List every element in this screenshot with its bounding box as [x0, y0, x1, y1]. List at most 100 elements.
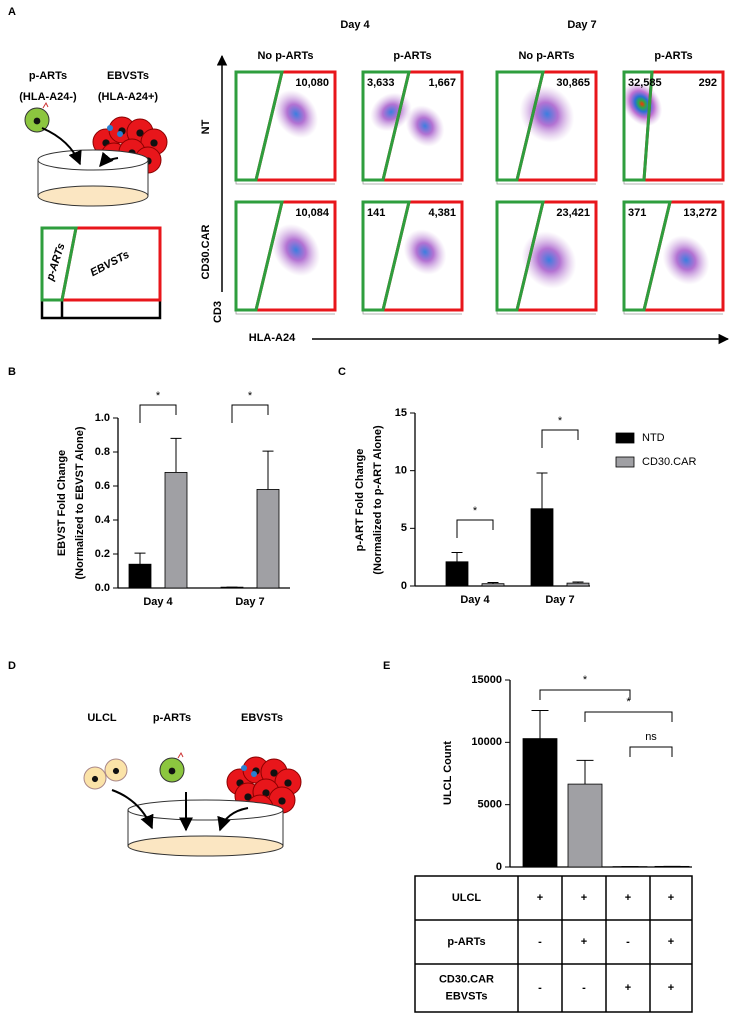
y-tick-label: 0.6 — [95, 480, 110, 492]
table-cell: + — [668, 982, 674, 994]
gate-count: 10,084 — [295, 207, 330, 219]
axis-label: CD3 — [212, 301, 224, 323]
bar — [530, 508, 554, 587]
gate-part — [361, 70, 411, 182]
significance-label: * — [473, 505, 478, 517]
error-bar — [487, 582, 499, 584]
density-cloud — [403, 229, 447, 275]
table-cell: + — [537, 892, 543, 904]
gate-count: 3,633 — [367, 77, 395, 89]
density-cloud — [621, 81, 663, 127]
error-bar — [536, 472, 548, 509]
gate-count: 30,865 — [556, 77, 590, 89]
y-tick-label: 0.8 — [95, 446, 110, 458]
row-label: EBVSTs — [446, 990, 488, 1002]
legend-swatch — [615, 456, 635, 468]
table-cell: + — [668, 936, 674, 948]
gate-part — [234, 200, 284, 312]
panel-label: E — [383, 660, 390, 672]
density-cloud — [273, 89, 319, 139]
cell-marker — [117, 131, 123, 137]
population-label: EBVSTs — [107, 70, 149, 82]
bar — [566, 582, 590, 587]
condition-header: p-ARTs — [393, 50, 431, 62]
bar — [481, 583, 505, 587]
table-cell: + — [625, 982, 631, 994]
arrow — [217, 807, 249, 832]
x-tick-label: Day 7 — [235, 596, 264, 608]
axis-label: HLA-A24 — [249, 332, 296, 344]
row-label: NT — [200, 119, 212, 134]
population-label: p-ARTs — [29, 70, 67, 82]
day-header: Day 7 — [567, 19, 596, 31]
cell-marker — [42, 101, 49, 109]
population-label: (HLA-A24+) — [98, 91, 159, 103]
y-tick-label: 0 — [401, 580, 407, 592]
day-header: Day 4 — [340, 19, 370, 31]
gate-label: EBVSTs — [88, 249, 131, 279]
significance-bracket — [539, 689, 631, 700]
y-axis-label: p-ART Fold Change — [354, 449, 366, 552]
gate-part — [40, 226, 78, 302]
density-cloud — [662, 235, 710, 285]
condition-header: p-ARTs — [654, 50, 692, 62]
arrow — [99, 151, 119, 168]
dish-top — [127, 799, 284, 821]
table-cell: - — [538, 982, 542, 994]
table-cell: + — [581, 892, 587, 904]
significance-label: * — [156, 390, 161, 402]
error-bar — [134, 552, 146, 565]
x-tick-label: Day 4 — [460, 594, 490, 606]
significance-bracket — [584, 711, 673, 722]
table-cell: + — [625, 892, 631, 904]
bar — [445, 561, 469, 587]
condition-header: No p-ARTs — [257, 50, 313, 62]
bar — [256, 488, 280, 589]
row-label: CD30.CAR — [439, 973, 494, 985]
gate-count: 10,080 — [295, 77, 329, 89]
y-tick-label: 10000 — [471, 736, 502, 748]
y-tick-label: 15000 — [471, 674, 502, 686]
y-tick-label: 15 — [395, 407, 407, 419]
cell-marker — [107, 125, 113, 131]
cell-marker — [177, 751, 184, 759]
gate-count: 4,381 — [428, 207, 456, 219]
gate-part — [495, 70, 545, 182]
cell-nucleus — [112, 767, 120, 775]
bar — [164, 471, 188, 589]
error-bar — [262, 450, 274, 490]
y-tick-label: 1.0 — [95, 412, 110, 424]
bar — [567, 783, 603, 868]
y-axis-label: (Normalized to EBVST Alone) — [74, 426, 86, 579]
significance-label: * — [248, 390, 253, 402]
cell-label: ULCL — [87, 712, 117, 724]
cell-marker — [241, 765, 247, 771]
panel-label: A — [8, 6, 16, 18]
cell-nucleus — [284, 779, 292, 787]
x-tick-label: Day 7 — [545, 594, 574, 606]
significance-bracket — [456, 519, 494, 538]
dish-top — [37, 149, 149, 171]
arrow — [41, 127, 82, 166]
density-cloud — [519, 85, 575, 143]
significance-label: * — [558, 415, 563, 427]
table-border — [414, 875, 693, 1013]
y-tick-label: 5000 — [478, 799, 502, 811]
cell-nucleus — [262, 789, 270, 797]
density-cloud — [405, 105, 445, 147]
population-label: (HLA-A24-) — [19, 91, 77, 103]
gate-count: 1,667 — [428, 77, 456, 89]
table-cell: + — [668, 892, 674, 904]
legend-swatch — [615, 432, 635, 444]
dish-bottom — [37, 185, 149, 207]
error-bar — [576, 759, 594, 785]
cell-nucleus — [278, 797, 286, 805]
y-tick-label: 5 — [401, 522, 407, 534]
y-axis-label: ULCL Count — [442, 741, 454, 805]
error-bar — [531, 710, 549, 739]
bar — [128, 563, 152, 589]
y-axis-label: (Normalized to p-ART Alone) — [372, 425, 384, 575]
cell-nucleus — [150, 139, 158, 147]
